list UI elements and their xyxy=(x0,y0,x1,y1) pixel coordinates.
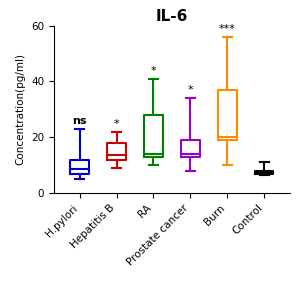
Text: *: * xyxy=(151,66,156,76)
Title: IL-6: IL-6 xyxy=(156,9,188,24)
Text: ns: ns xyxy=(72,116,87,126)
Text: *: * xyxy=(187,85,193,95)
Text: ***: *** xyxy=(219,24,236,34)
Y-axis label: Concentration(pg/ml): Concentration(pg/ml) xyxy=(16,53,25,165)
Text: *: * xyxy=(114,119,119,129)
